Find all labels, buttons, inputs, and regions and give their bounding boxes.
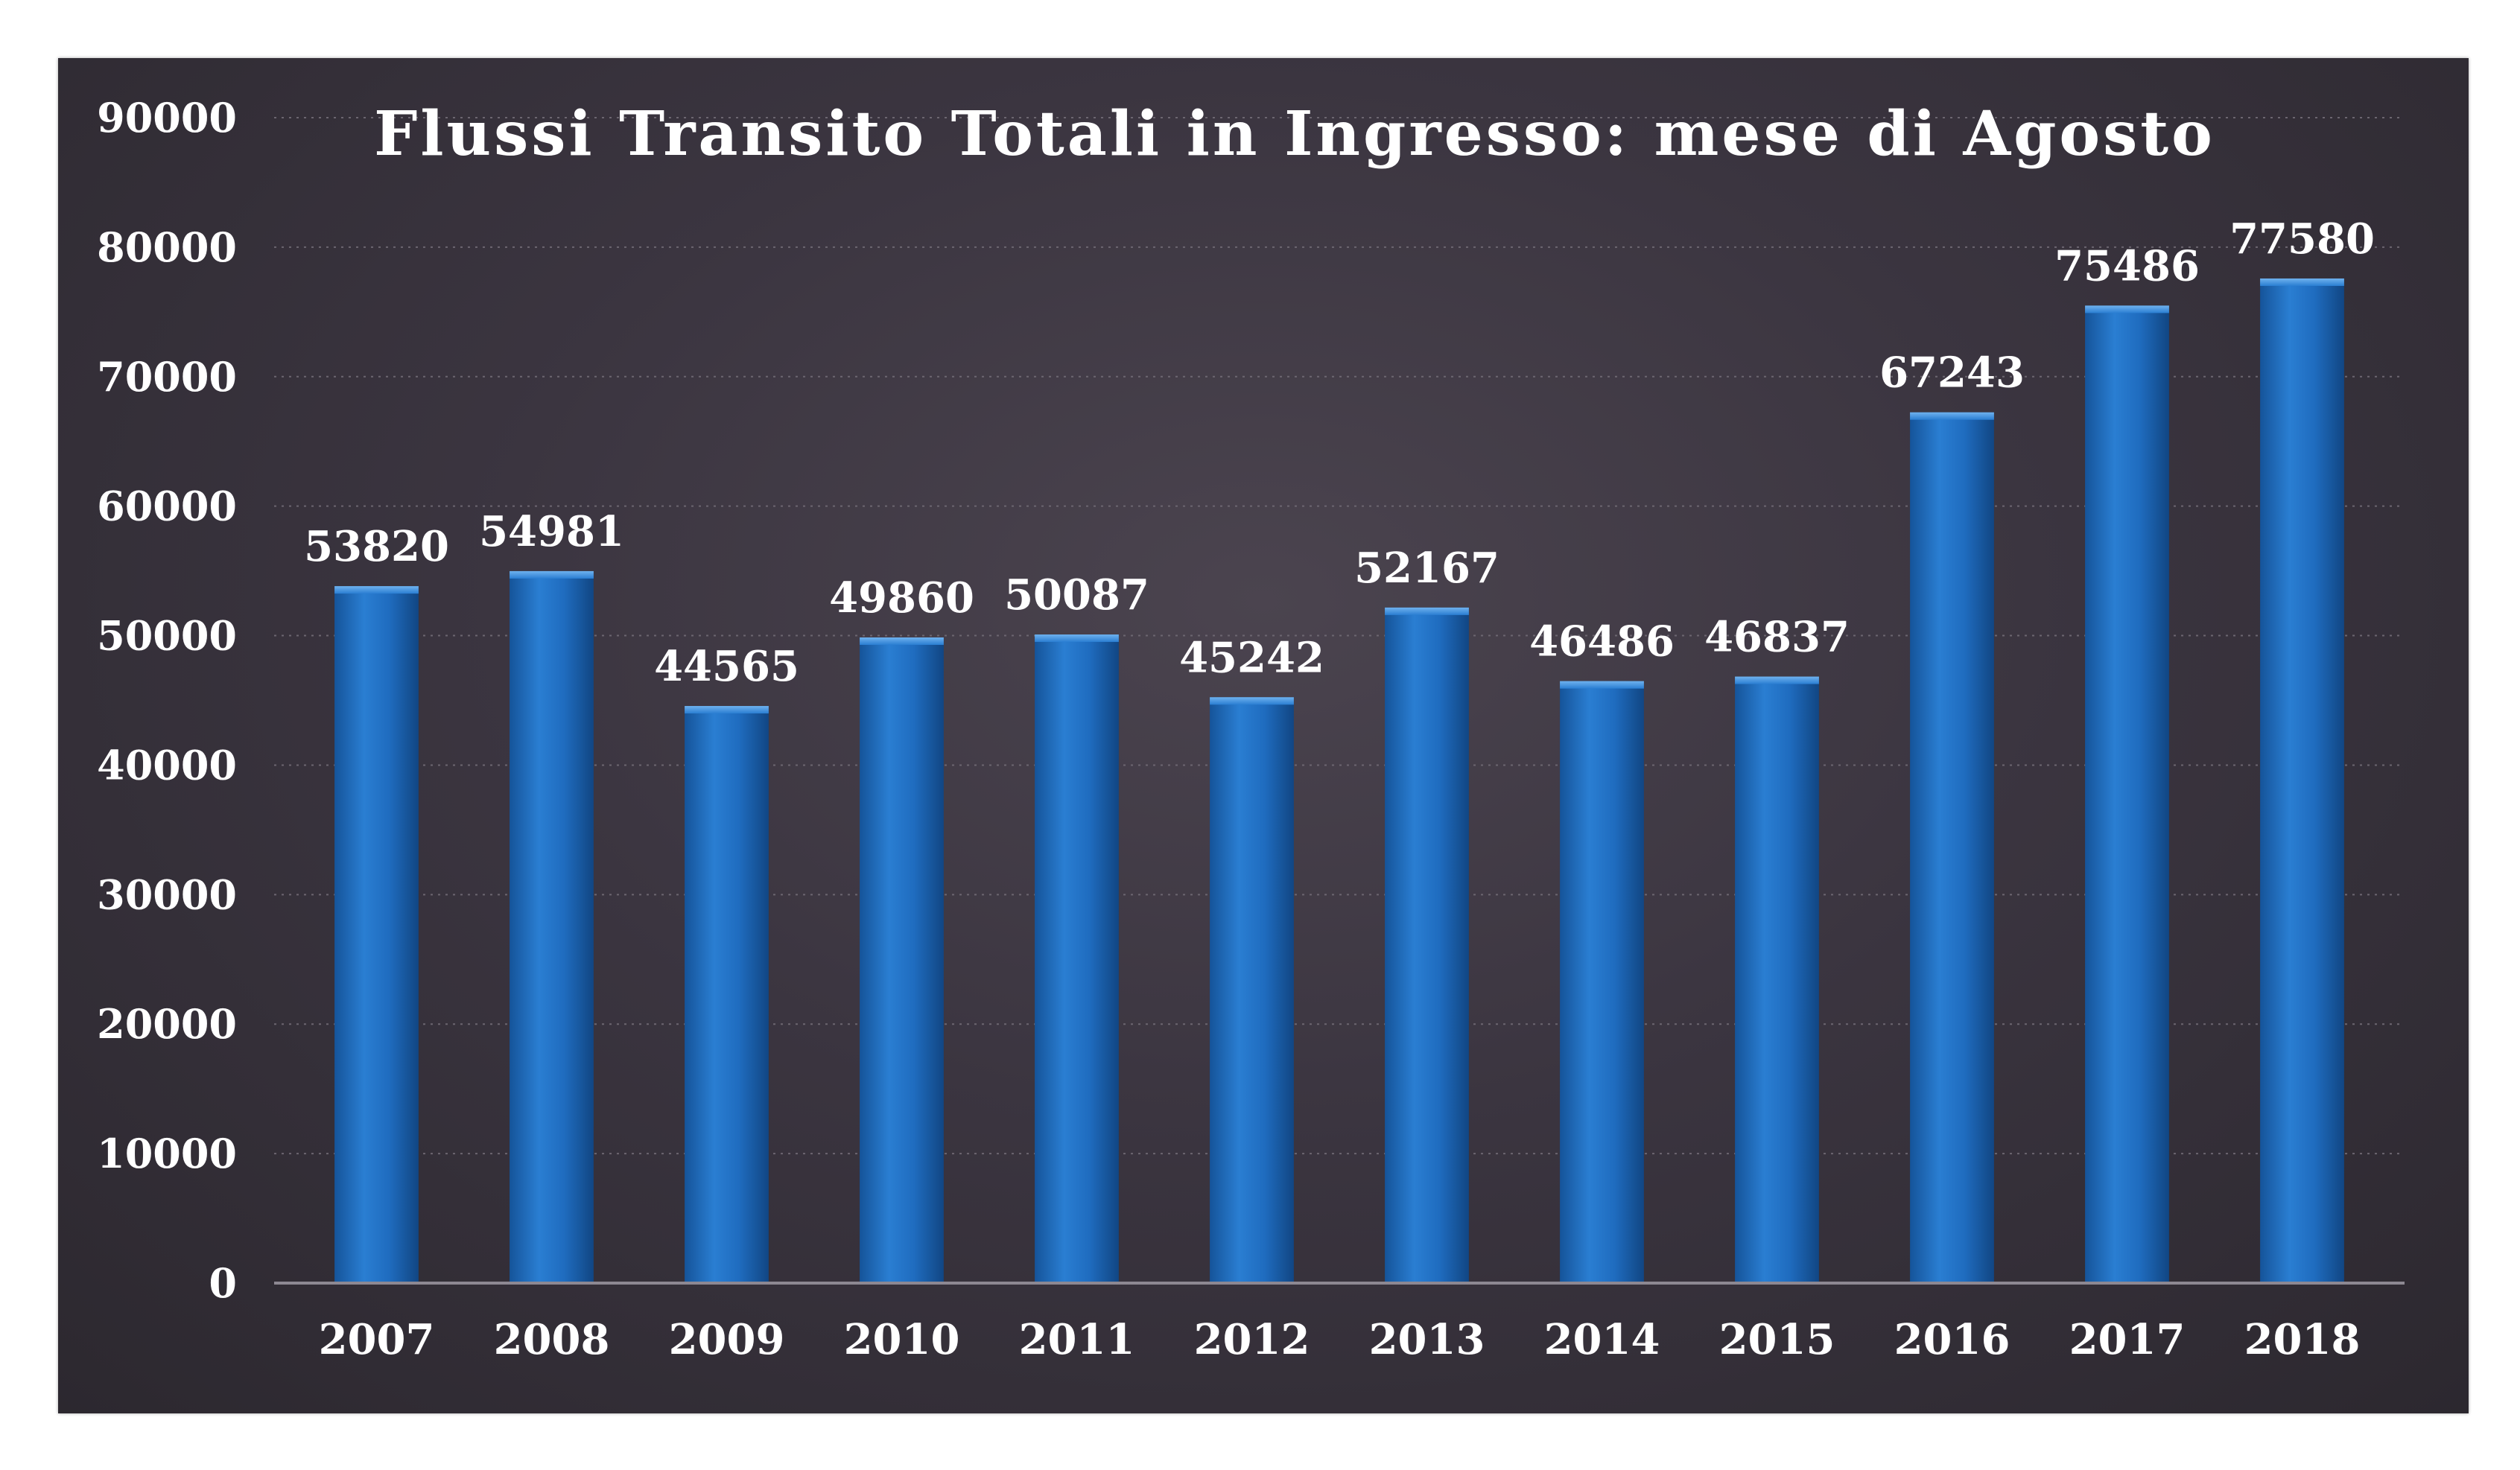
bar-group-2015: 46837 2015 [1704, 613, 1850, 1364]
chart-title: Flussi Transito Totali in Ingresso: mese… [374, 98, 2215, 170]
bar-highlight-2017 [2085, 305, 2169, 314]
x-tick-label-2012: 2012 [1194, 1315, 1310, 1364]
y-tick-label: 60000 [97, 483, 237, 530]
data-label-2017: 75486 [2054, 241, 2200, 290]
data-label-2009: 44565 [654, 642, 799, 691]
bar-group-2007: 53820 2007 [304, 522, 449, 1364]
y-tick-label: 50000 [97, 612, 237, 660]
data-label-2008: 54981 [479, 507, 624, 556]
bar-highlight-2010 [860, 637, 944, 645]
data-label-2016: 67243 [1879, 349, 2025, 398]
bar-2011 [1035, 634, 1119, 1283]
bar-2012 [1210, 697, 1294, 1283]
bar-group-2008: 54981 2008 [479, 507, 624, 1364]
bar-highlight-2011 [1035, 634, 1119, 643]
bars: 53820 2007 54981 2008 44565 2009 49860 2010 5008… [304, 214, 2375, 1364]
y-tick-label: 40000 [97, 741, 237, 789]
bar-highlight-2014 [1560, 681, 1644, 689]
y-axis: 0 10000 20000 30000 40000 50000 60000 70000 8000… [97, 94, 237, 1307]
data-label-2018: 77580 [2229, 214, 2375, 264]
x-tick-label-2016: 2016 [1894, 1315, 2010, 1364]
data-label-2014: 46486 [1529, 617, 1675, 666]
data-label-2013: 52167 [1354, 544, 1499, 593]
x-tick-label-2008: 2008 [494, 1315, 610, 1364]
chart-panel: 0 10000 20000 30000 40000 50000 60000 70000 8000… [58, 58, 2469, 1413]
y-tick-label: 10000 [97, 1130, 237, 1177]
y-tick-label: 90000 [97, 94, 237, 141]
data-label-2010: 49860 [829, 573, 974, 623]
bar-2008 [510, 570, 594, 1283]
bar-group-2011: 50087 2011 [1004, 570, 1149, 1364]
bar-chart: 0 10000 20000 30000 40000 50000 60000 70000 8000… [97, 94, 2405, 1364]
data-label-2012: 45242 [1179, 633, 1324, 682]
bar-highlight-2009 [685, 706, 769, 714]
y-tick-label: 80000 [97, 223, 237, 271]
x-tick-label-2011: 2011 [1019, 1315, 1135, 1364]
gridlines [274, 117, 2405, 1155]
bar-highlight-2008 [510, 570, 594, 579]
bar-highlight-2012 [1210, 697, 1294, 705]
bar-group-2012: 45242 2012 [1179, 633, 1324, 1364]
y-tick-label: 0 [209, 1259, 237, 1307]
x-tick-label-2009: 2009 [669, 1315, 785, 1364]
x-tick-label-2017: 2017 [2069, 1315, 2186, 1364]
bar-2017 [2085, 305, 2169, 1283]
x-tick-label-2010: 2010 [844, 1315, 960, 1364]
bar-group-2013: 52167 2013 [1354, 544, 1499, 1364]
y-tick-label: 30000 [97, 871, 237, 918]
data-label-2007: 53820 [304, 522, 449, 571]
bar-group-2016: 67243 2016 [1879, 349, 2025, 1364]
bar-group-2014: 46486 2014 [1529, 617, 1675, 1364]
bar-2018 [2260, 278, 2344, 1284]
bar-2016 [1910, 412, 1994, 1283]
bar-highlight-2013 [1385, 607, 1469, 615]
bar-2009 [685, 706, 769, 1283]
x-tick-label-2015: 2015 [1719, 1315, 1835, 1364]
y-tick-label: 20000 [97, 1000, 237, 1048]
bar-2010 [860, 637, 944, 1283]
bar-2013 [1385, 607, 1469, 1283]
y-tick-label: 70000 [97, 353, 237, 401]
x-tick-label-2007: 2007 [319, 1315, 435, 1364]
x-tick-label-2018: 2018 [2244, 1315, 2361, 1364]
bar-highlight-2016 [1910, 412, 1994, 420]
bar-group-2010: 49860 2010 [829, 573, 974, 1364]
data-label-2011: 50087 [1004, 570, 1149, 620]
bar-highlight-2018 [2260, 278, 2344, 286]
bar-group-2018: 77580 2018 [2229, 214, 2375, 1364]
x-tick-label-2014: 2014 [1544, 1315, 1660, 1364]
bar-2015 [1735, 676, 1819, 1283]
bar-2007 [334, 586, 419, 1283]
bar-2014 [1560, 681, 1644, 1283]
bar-highlight-2007 [334, 586, 419, 594]
x-tick-label-2013: 2013 [1369, 1315, 1485, 1364]
bar-highlight-2015 [1735, 676, 1819, 684]
bar-group-2009: 44565 2009 [654, 642, 799, 1364]
bar-group-2017: 75486 2017 [2054, 241, 2200, 1364]
data-label-2015: 46837 [1704, 613, 1850, 662]
